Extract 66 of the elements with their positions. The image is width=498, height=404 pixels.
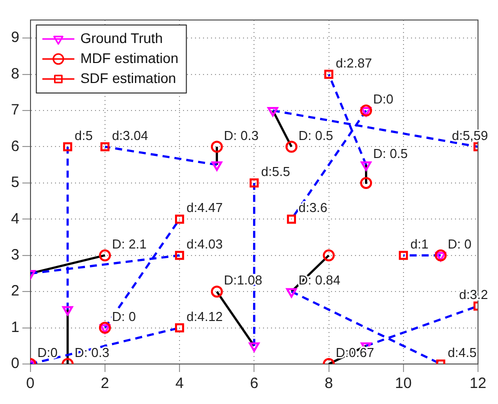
point	[285, 140, 298, 153]
point	[62, 306, 73, 316]
legend-label: SDF estimation	[80, 70, 176, 86]
point	[98, 322, 111, 334]
point	[98, 249, 111, 262]
legend-label: Ground Truth	[80, 30, 163, 46]
annotation: D: 0.3	[224, 128, 259, 143]
point	[360, 107, 372, 117]
point	[434, 249, 447, 262]
annotation: d:3.04	[112, 128, 148, 143]
point	[63, 142, 72, 152]
x-tick-label: 2	[100, 375, 110, 392]
point	[435, 252, 446, 262]
x-tick-label: 8	[324, 375, 333, 392]
point	[175, 323, 184, 332]
annotation: D:1.08	[224, 272, 262, 288]
annotation: d:4.5	[448, 345, 477, 360]
point	[250, 178, 259, 188]
annotation: d:3.6	[298, 200, 328, 216]
annotation: d:4.47	[186, 200, 223, 216]
point	[324, 70, 334, 79]
annotation: d:2.87	[336, 55, 372, 70]
point	[100, 324, 110, 334]
point	[267, 107, 278, 117]
annotation: D: 2.1	[112, 236, 147, 252]
y-tick-label: 3	[11, 246, 20, 264]
legend-label: MDF estimation	[80, 50, 178, 66]
point	[286, 214, 296, 224]
point	[175, 250, 184, 260]
point	[286, 288, 297, 298]
annotation: D:0	[373, 92, 394, 107]
annotation: d:4.03	[186, 236, 223, 252]
x-tick-label: 6	[250, 375, 258, 392]
y-tick-label: 5	[11, 174, 20, 192]
point	[210, 286, 223, 298]
y-tick-label: 6	[11, 138, 20, 155]
x-tick-label: 10	[395, 375, 412, 392]
annotation: D: 0.5	[373, 146, 408, 161]
point	[210, 140, 223, 153]
x-tick-label: 4	[175, 375, 184, 392]
annotation: d:1	[410, 236, 428, 252]
annotation: D: 0	[448, 236, 472, 252]
point	[248, 342, 260, 352]
x-tick-label: 0	[26, 375, 35, 392]
y-tick-label: 2	[11, 282, 20, 300]
y-tick-label: 0	[11, 355, 20, 372]
y-tick-label: 9	[11, 29, 20, 46]
annotation: d:5	[74, 128, 93, 143]
annotation: d:5.5	[261, 164, 290, 180]
point	[175, 214, 184, 224]
y-tick-label: 8	[11, 65, 20, 82]
point	[100, 142, 110, 152]
y-tick-label: 7	[11, 102, 20, 119]
annotation: D: 0	[112, 308, 136, 324]
point	[398, 250, 408, 260]
x-tick-label: 12	[470, 375, 486, 392]
y-tick-label: 1	[11, 318, 20, 336]
point	[360, 161, 372, 171]
point	[322, 249, 335, 262]
point	[360, 176, 372, 189]
annotation: d:4.12	[186, 308, 223, 324]
annotation: D:0	[37, 345, 58, 360]
y-tick-label: 4	[11, 210, 20, 228]
point	[212, 161, 222, 171]
point	[360, 104, 372, 117]
annotation: D: 0.5	[298, 128, 334, 143]
